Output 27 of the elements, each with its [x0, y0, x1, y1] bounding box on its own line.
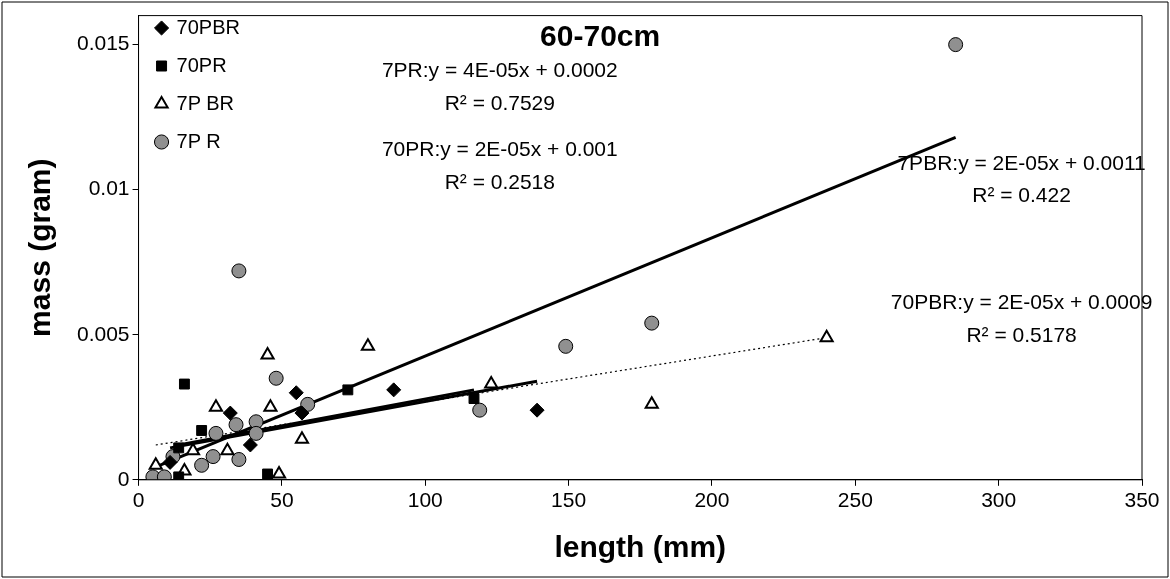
annotation: 70PBR:y = 2E-05x + 0.0009 — [890, 290, 1153, 314]
y-tick-label: 0.005 — [76, 321, 130, 345]
x-axis-title: length (mm) — [554, 530, 727, 564]
legend-label: 70PBR — [176, 15, 240, 38]
annotation: R² = 0.422 — [972, 183, 1071, 207]
legend-label: 7P BR — [176, 91, 234, 114]
y-tick-label: 0 — [117, 466, 130, 490]
chart-title: 60-70cm — [540, 18, 661, 52]
x-tick-label: 250 — [837, 488, 873, 512]
x-tick-label: 0 — [132, 488, 145, 512]
x-tick-label: 100 — [407, 488, 443, 512]
y-tick-label: 0.015 — [76, 31, 130, 55]
annotation: R² = 0.2518 — [444, 169, 555, 193]
x-tick-label: 50 — [270, 488, 294, 512]
y-axis-title: mass (gram) — [23, 158, 57, 337]
annotation: R² = 0.7529 — [444, 90, 555, 114]
x-tick-label: 150 — [551, 488, 587, 512]
annotation: R² = 0.5178 — [966, 322, 1077, 346]
annotation: 70PR:y = 2E-05x + 0.001 — [381, 137, 618, 161]
annotation: 7PR:y = 4E-05x + 0.0002 — [381, 58, 618, 82]
x-tick-label: 350 — [1124, 488, 1160, 512]
x-tick-label: 200 — [694, 488, 730, 512]
legend-label: 70PR — [176, 53, 227, 76]
y-tick-label: 0.01 — [88, 176, 130, 200]
legend-label: 7P R — [176, 129, 221, 152]
x-tick-label: 300 — [981, 488, 1017, 512]
annotation: 7PBR:y = 2E-05x + 0.0011 — [897, 150, 1146, 174]
